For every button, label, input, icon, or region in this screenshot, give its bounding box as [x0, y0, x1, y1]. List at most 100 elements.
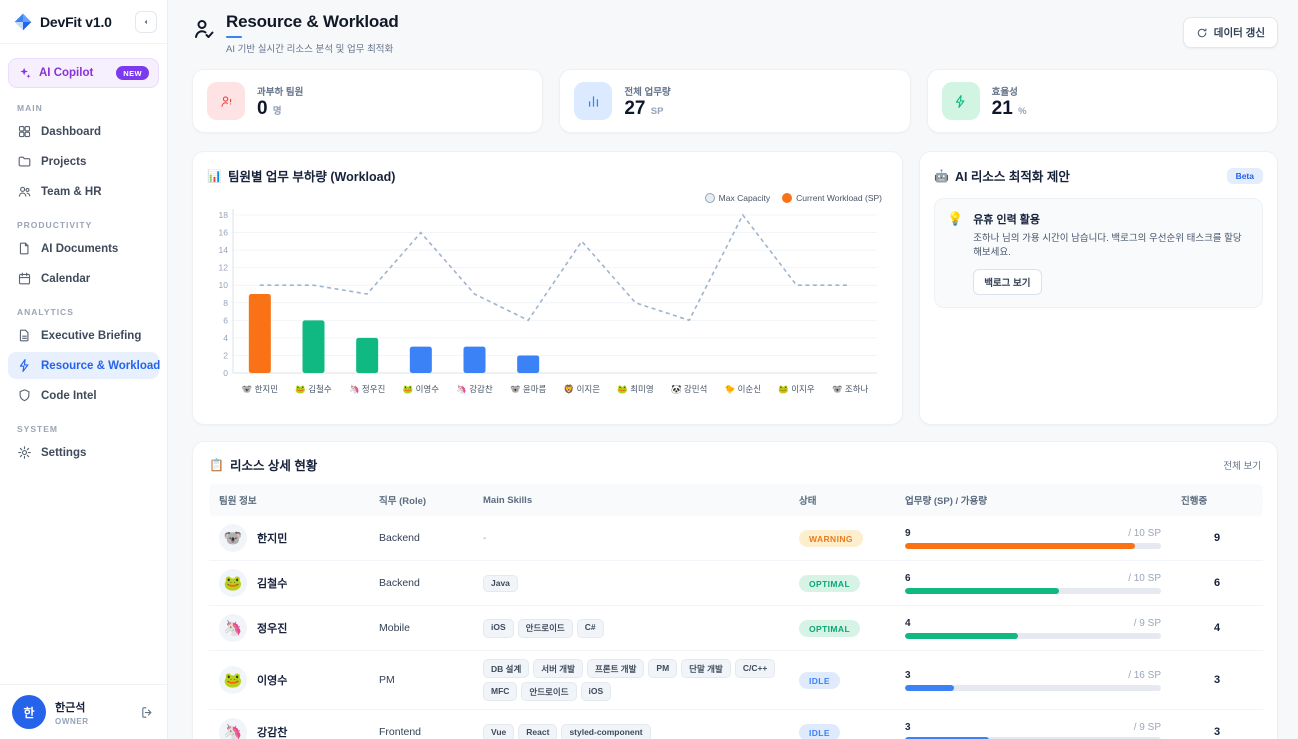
avatar: 한: [12, 695, 46, 729]
svg-text:6: 6: [223, 315, 228, 325]
status-badge: WARNING: [799, 530, 863, 547]
nav-section-title: ANALYTICS: [17, 307, 150, 317]
collapse-sidebar-button[interactable]: [135, 11, 157, 33]
svg-text:🦄 정우진: 🦄 정우진: [349, 384, 385, 394]
app-logo-icon: [13, 12, 33, 32]
member-role: Backend: [369, 516, 473, 561]
skill-chip: styled-component: [561, 724, 650, 739]
chart-legend: Max Capacity Current Workload (SP): [213, 193, 882, 203]
ai-card-title: AI 리소스 최적화 제안: [955, 166, 1070, 185]
legend-item: Current Workload (SP): [782, 193, 882, 203]
member-role: PM: [369, 651, 473, 710]
app-title: DevFit v1.0: [40, 14, 128, 30]
dashboard-icon: [17, 124, 32, 139]
table-row[interactable]: 🐨 한지민 Backend - WARNING 9 / 10 SP 9: [209, 516, 1263, 561]
view-backlog-button[interactable]: 백로그 보기: [973, 269, 1041, 295]
beta-badge: Beta: [1227, 168, 1263, 184]
resource-detail-card: 📋 리소스 상세 현황 전체 보기 팀원 정보직무 (Role)Main Ski…: [192, 441, 1278, 739]
stat-label: 전체 업무량: [624, 84, 670, 98]
table-row[interactable]: 🐸 이영수 PM DB 설계서버 개발프론트 개발PM단말 개발C/C++MFC…: [209, 651, 1263, 710]
member-name: 정우진: [257, 620, 287, 636]
member-avatar: 🐸: [219, 666, 247, 694]
stat-unit: %: [1018, 106, 1026, 117]
sidebar: DevFit v1.0 AI Copilot NEW MAIN Dashboar…: [0, 0, 168, 739]
suggestion-title: 유휴 인력 활용: [973, 211, 1250, 227]
member-name: 한지민: [257, 530, 287, 546]
page-subtitle: AI 기반 실시간 리소스 분석 및 업무 최적화: [226, 41, 399, 55]
gear-icon: [17, 445, 32, 460]
sidebar-item-label: AI Documents: [41, 243, 118, 255]
workload-chart-card: 📊 팀원별 업무 부하량 (Workload) Max Capacity Cur…: [192, 151, 903, 425]
skill-chip: Vue: [483, 724, 514, 739]
page-header: Resource & Workload AI 기반 실시간 리소스 분석 및 업…: [192, 12, 1278, 55]
sidebar-item-label: Code Intel: [41, 390, 97, 402]
svg-text:🦁 이지은: 🦁 이지은: [564, 384, 601, 394]
skill-chip: 서버 개발: [533, 659, 583, 678]
stats-row: 과부하 팀원 0 명 전체 업무량 27 SP 효율성 21 %: [192, 69, 1278, 133]
column-header: 팀원 정보: [209, 484, 369, 516]
skill-chip: iOS: [581, 682, 612, 701]
member-role: Backend: [369, 561, 473, 606]
svg-text:🐤 이순신: 🐤 이순신: [725, 384, 761, 394]
page-title: Resource & Workload: [226, 12, 399, 32]
sidebar-item-settings[interactable]: Settings: [8, 439, 159, 466]
skill-chip: 단말 개발: [681, 659, 731, 678]
chevron-left-icon: [141, 17, 151, 27]
sidebar-item-label: Settings: [41, 447, 86, 459]
sidebar-item-team-hr[interactable]: Team & HR: [8, 178, 159, 205]
main-content: Resource & Workload AI 기반 실시간 리소스 분석 및 업…: [168, 0, 1298, 739]
table-row[interactable]: 🐸 김철수 Backend Java OPTIMAL 6 / 10 SP 6: [209, 561, 1263, 606]
workload-progressbar: [905, 633, 1161, 639]
workload-cell: 6 / 10 SP: [905, 573, 1161, 594]
bolt-icon: [942, 82, 980, 120]
column-header: 직무 (Role): [369, 484, 473, 516]
sidebar-item-ai-copilot[interactable]: AI Copilot NEW: [8, 58, 159, 88]
sidebar-item-projects[interactable]: Projects: [8, 148, 159, 175]
sidebar-item-code-intel[interactable]: Code Intel: [8, 382, 159, 409]
sidebar-item-executive-briefing[interactable]: Executive Briefing: [8, 322, 159, 349]
sidebar-item-dashboard[interactable]: Dashboard: [8, 118, 159, 145]
user-name: 한근석: [55, 699, 89, 715]
svg-text:14: 14: [219, 245, 229, 255]
new-badge: NEW: [116, 66, 149, 80]
member-avatar: 🦄: [219, 614, 247, 642]
skill-chip: 프론트 개발: [587, 659, 644, 678]
table-row[interactable]: 🦄 강감찬 Frontend VueReactstyled-component …: [209, 710, 1263, 739]
member-name: 이영수: [257, 672, 287, 688]
legend-swatch: [705, 193, 715, 203]
capacity-label: / 9 SP: [1134, 618, 1161, 629]
view-all-link[interactable]: 전체 보기: [1223, 458, 1261, 472]
shield-icon: [17, 388, 32, 403]
ai-suggestion-card: 🤖 AI 리소스 최적화 제안 Beta 💡 유휴 인력 활용 조하나 님의 가…: [919, 151, 1278, 425]
in-progress-count: 3: [1171, 710, 1263, 739]
bolt-icon: [17, 358, 32, 373]
workload-cell: 3 / 16 SP: [905, 670, 1161, 691]
sidebar-item-resource-workload[interactable]: Resource & Workload: [8, 352, 159, 379]
sidebar-item-calendar[interactable]: Calendar: [8, 265, 159, 292]
table-row[interactable]: 🦄 정우진 Mobile iOS안드로이드C# OPTIMAL 4 / 9 SP…: [209, 606, 1263, 651]
stat-card-stat: 전체 업무량 27 SP: [559, 69, 910, 133]
logout-icon: [140, 705, 155, 720]
sidebar-nav: MAIN Dashboard Projects Team & HRPRODUCT…: [0, 88, 167, 684]
bar-chart-icon: [574, 82, 612, 120]
logo-row: DevFit v1.0: [0, 0, 167, 44]
suggestion-item: 💡 유휴 인력 활용 조하나 님의 가용 시간이 남습니다. 백로그의 우선순위…: [934, 198, 1263, 308]
sidebar-item-ai-documents[interactable]: AI Documents: [8, 235, 159, 262]
svg-text:10: 10: [219, 280, 229, 290]
svg-text:4: 4: [223, 333, 228, 343]
skill-chip: React: [518, 724, 557, 739]
workload-cell: 4 / 9 SP: [905, 618, 1161, 639]
status-badge: IDLE: [799, 724, 840, 739]
refresh-data-button[interactable]: 데이터 갱신: [1183, 17, 1278, 48]
workload-value: 9: [905, 528, 911, 539]
logout-button[interactable]: [140, 705, 155, 720]
svg-text:2: 2: [223, 350, 228, 360]
member-role: Mobile: [369, 606, 473, 651]
svg-text:0: 0: [223, 368, 228, 378]
skill-chip: Java: [483, 575, 518, 592]
file-icon: [17, 241, 32, 256]
capacity-label: / 10 SP: [1128, 573, 1161, 584]
workload-cell: 3 / 9 SP: [905, 722, 1161, 739]
workload-progressbar: [905, 685, 1161, 691]
member-avatar: 🐨: [219, 524, 247, 552]
